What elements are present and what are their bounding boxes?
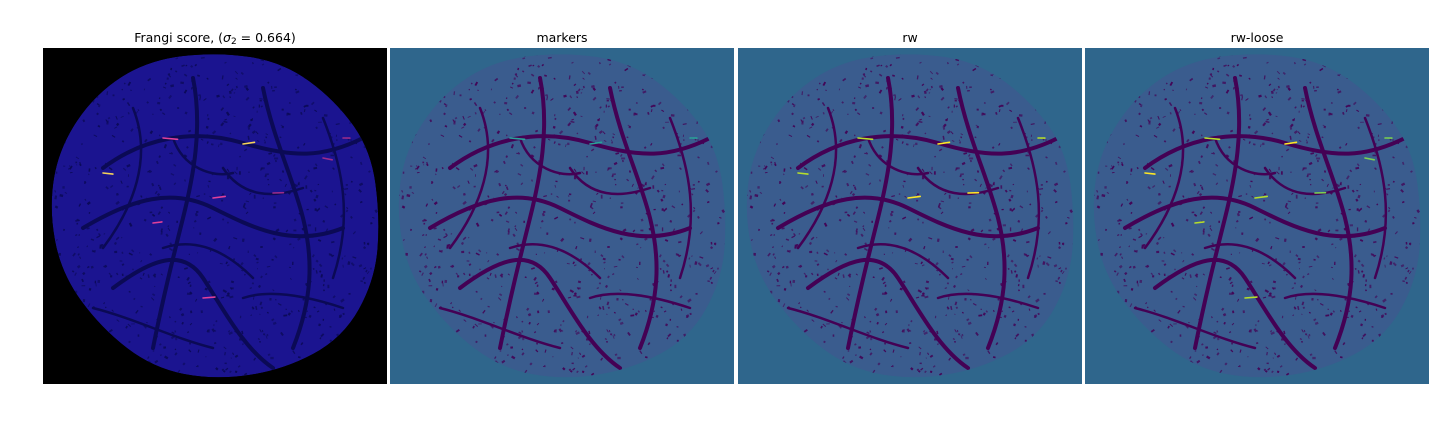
vessel-line	[151, 76, 200, 350]
frangi-title: Frangi score, (σ2 = 0.664)	[43, 30, 387, 50]
vessel-line	[448, 106, 490, 250]
highlight-mark	[907, 195, 921, 199]
highlight-mark	[152, 221, 163, 224]
vessel-line	[81, 195, 345, 239]
vessel-line	[1143, 106, 1185, 250]
sigma-symbol: σ	[223, 30, 231, 45]
highlight-mark	[857, 137, 874, 141]
vessel-line	[438, 306, 562, 350]
retina-region	[51, 54, 379, 378]
highlight-mark	[102, 172, 114, 175]
highlight-mark	[509, 137, 526, 141]
vessel-line	[518, 136, 582, 176]
vessel-line	[1016, 116, 1041, 280]
rw-loose-title: rw-loose	[1230, 30, 1284, 45]
highlight-mark	[1284, 141, 1298, 145]
rw-image	[738, 48, 1082, 384]
highlight-mark	[937, 141, 951, 145]
vessel-line	[1363, 116, 1388, 280]
vessel-line	[91, 306, 215, 350]
highlight-mark	[1244, 296, 1258, 299]
vessel-line	[321, 116, 346, 280]
frangi-title-suffix: = 0.664)	[236, 30, 296, 45]
vessel-line	[221, 166, 305, 196]
vessel-line	[161, 243, 255, 280]
vessel-line	[1283, 292, 1387, 310]
highlight-mark	[1144, 172, 1156, 175]
vessel-line	[786, 306, 910, 350]
highlight-mark	[212, 195, 226, 199]
vessel-line	[668, 116, 693, 280]
frangi-image	[43, 48, 387, 384]
vessel-line	[916, 166, 1000, 196]
highlight-mark	[242, 141, 256, 145]
vessel-line	[588, 292, 692, 310]
vessel-line	[1123, 195, 1387, 239]
retina-region	[1093, 54, 1421, 378]
highlight-mark	[322, 157, 333, 161]
vessel-line	[776, 195, 1040, 239]
sigma-subscript: 2	[230, 37, 237, 47]
vessel-line	[956, 86, 1007, 350]
highlight-mark	[1194, 221, 1205, 224]
rw-loose-canvas	[1085, 48, 1429, 384]
vessel-line	[458, 258, 622, 370]
vessel-line	[1133, 306, 1257, 350]
vessel-line	[498, 76, 547, 350]
vessel-line	[866, 136, 930, 176]
vessel-line	[846, 76, 895, 350]
frangi-canvas	[43, 48, 387, 384]
vessel-line	[1303, 86, 1354, 350]
vessel-line	[796, 106, 838, 250]
highlight-mark	[589, 141, 603, 145]
vessel-line	[508, 243, 602, 280]
vessel-line	[111, 258, 275, 370]
highlight-mark	[1364, 157, 1375, 161]
vessel-line	[428, 195, 692, 239]
retina-region	[398, 54, 726, 378]
rw-canvas	[738, 48, 1082, 384]
vessel-line	[936, 292, 1040, 310]
highlight-mark	[202, 296, 216, 299]
vessel-line	[806, 258, 970, 370]
markers-title: markers	[536, 30, 588, 45]
rw-title: rw	[902, 30, 918, 45]
highlight-mark	[162, 137, 179, 141]
markers-canvas	[390, 48, 734, 384]
highlight-mark	[1254, 195, 1268, 199]
highlight-mark	[797, 172, 809, 175]
vessel-line	[1203, 243, 1297, 280]
rw-loose-image	[1085, 48, 1429, 384]
vessel-line	[608, 86, 659, 350]
highlight-mark	[1204, 137, 1221, 141]
vessel-line	[568, 166, 652, 196]
vessel-line	[261, 86, 312, 350]
vessel-line	[241, 292, 345, 310]
vessel-line	[1213, 136, 1277, 176]
frangi-title-prefix: Frangi score, (	[134, 30, 224, 45]
vessel-line	[1193, 76, 1242, 350]
vessel-line	[856, 243, 950, 280]
markers-image	[390, 48, 734, 384]
vessel-line	[1263, 166, 1347, 196]
vessel-line	[171, 136, 235, 176]
vessel-line	[101, 106, 143, 250]
vessel-line	[1153, 258, 1317, 370]
